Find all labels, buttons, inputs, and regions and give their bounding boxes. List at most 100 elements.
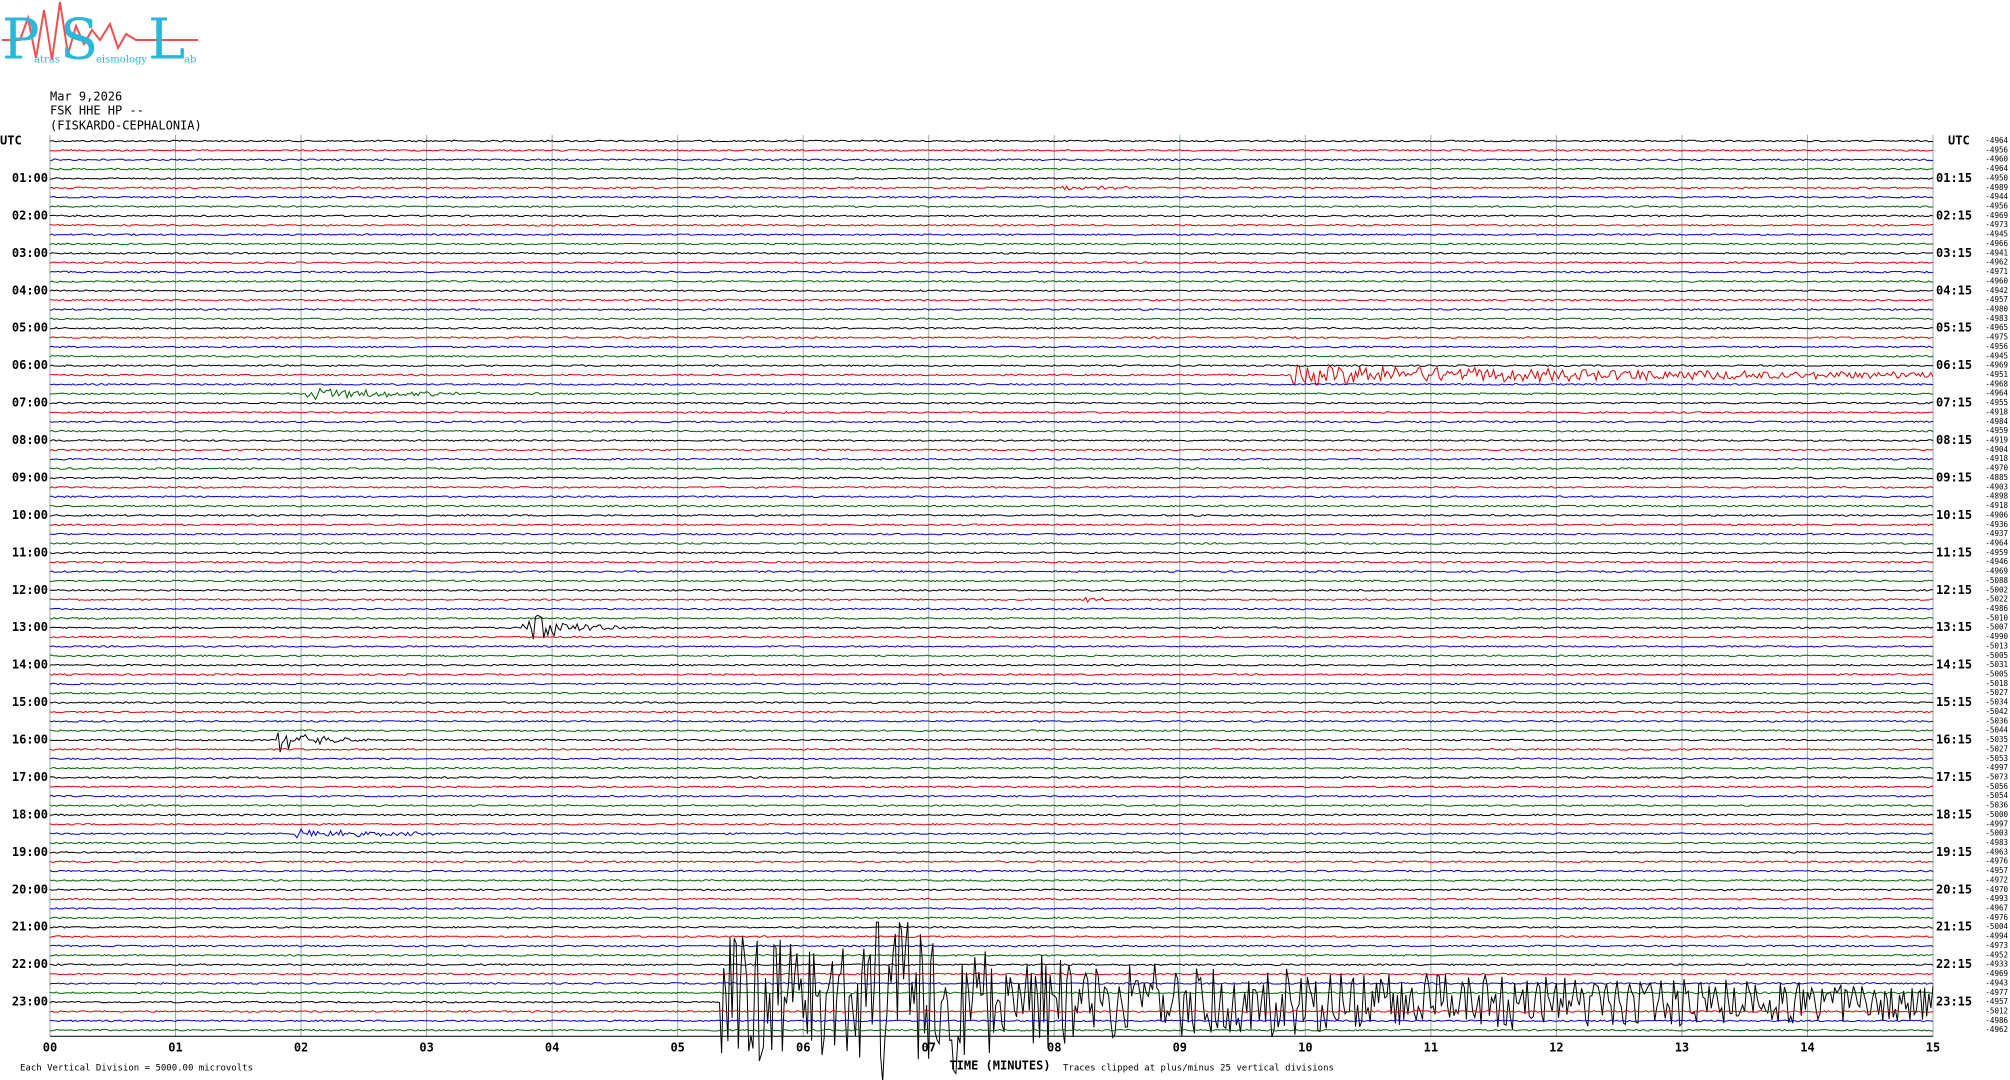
trace — [49, 326, 1933, 330]
trace — [49, 1028, 1934, 1032]
trace-offset-label: -5005 — [1985, 651, 2008, 660]
trace — [49, 991, 1934, 995]
traces — [49, 139, 1934, 1080]
trace-offset-label: -4975 — [1985, 333, 2008, 342]
right-hour-label: 19:15 — [1936, 845, 1972, 859]
trace-offset-label: -4977 — [1985, 988, 2008, 997]
trace-offset-label: -4956 — [1985, 342, 2008, 351]
trace-offset-label: -5054 — [1985, 791, 2008, 800]
trace-offset-label: -4986 — [1985, 1016, 2008, 1025]
left-hour-label: 05:00 — [12, 321, 48, 335]
trace — [49, 485, 1934, 489]
left-hour-label: 12:00 — [12, 583, 48, 597]
trace — [49, 429, 1934, 433]
trace-offset-label: -4946 — [1985, 557, 2008, 566]
trace — [49, 596, 1934, 604]
trace — [49, 410, 1934, 414]
trace-offset-label: -4918 — [1985, 454, 2008, 463]
trace-offset-label: -5056 — [1985, 782, 2008, 791]
trace — [49, 935, 1934, 939]
trace-offset-label: -5018 — [1985, 679, 2008, 688]
minute-label: 06 — [796, 1041, 810, 1055]
trace — [49, 279, 1933, 283]
right-hour-label: 15:15 — [1936, 695, 1972, 709]
left-hour-label: 14:00 — [12, 658, 48, 672]
left-hour-label: 13:00 — [12, 620, 48, 634]
trace — [49, 701, 1934, 704]
trace — [49, 167, 1934, 171]
right-hour-label: 17:15 — [1936, 770, 1972, 784]
trace — [49, 223, 1934, 227]
trace — [50, 298, 1934, 302]
trace — [49, 504, 1934, 508]
trace-offset-label: -4959 — [1985, 548, 2008, 557]
trace — [49, 270, 1933, 274]
trace — [49, 869, 1934, 873]
trace-offset-label: -4942 — [1985, 286, 2008, 295]
trace — [49, 614, 1934, 640]
trace — [49, 879, 1934, 882]
minute-label: 14 — [1800, 1041, 1814, 1055]
trace-offset-label: -4957 — [1985, 866, 2008, 875]
trace-offset-label: -4919 — [1985, 436, 2008, 445]
left-hour-label: 18:00 — [12, 807, 48, 821]
trace-offset-label: -4973 — [1985, 941, 2008, 950]
left-hour-label: 08:00 — [12, 433, 48, 447]
trace-offset-label: -5027 — [1985, 688, 2008, 697]
trace-offset-label: -5000 — [1985, 810, 2008, 819]
trace — [49, 644, 1934, 648]
trace-offset-label: -4944 — [1985, 192, 2008, 201]
trace — [49, 794, 1934, 798]
trace — [49, 158, 1934, 162]
station: FSK HHE HP -- — [50, 104, 144, 118]
right-hour-label: 01:15 — [1936, 171, 1972, 185]
trace-offset-label: -5013 — [1985, 641, 2008, 650]
trace — [49, 289, 1934, 293]
clip-note: Traces clipped at plus/minus 25 vertical… — [1063, 1064, 1334, 1074]
trace — [49, 354, 1934, 358]
trace-offset-label: -4976 — [1985, 857, 2008, 866]
trace-offset-label: -4903 — [1985, 482, 2008, 491]
trace-offset-label: -4962 — [1985, 258, 2008, 267]
trace-offset-label: -5031 — [1985, 660, 2008, 669]
trace-offset-label: -4937 — [1985, 529, 2008, 538]
logo: P S L atras eismology ab — [2, 1, 198, 73]
trace — [49, 570, 1934, 574]
trace — [49, 205, 1933, 208]
trace-offset-label: -4972 — [1985, 875, 2008, 884]
right-hour-label: 08:15 — [1936, 433, 1972, 447]
minute-label: 03 — [419, 1041, 433, 1055]
trace — [49, 364, 1934, 368]
minute-label: 01 — [168, 1041, 182, 1055]
trace — [49, 467, 1934, 471]
trace-offset-label: -4945 — [1985, 230, 2008, 239]
trace-offset-label: -4962 — [1985, 1025, 2008, 1034]
trace — [49, 233, 1934, 237]
trace-offset-label: -4945 — [1985, 351, 2008, 360]
minute-label: 09 — [1173, 1041, 1187, 1055]
logo-letter: S — [60, 8, 98, 73]
trace — [49, 139, 1934, 143]
minute-label: 08 — [1047, 1041, 1061, 1055]
logo-letter: P — [2, 8, 40, 73]
trace — [49, 336, 1934, 340]
trace-offset-label: -5002 — [1985, 585, 2008, 594]
trace-offset-label: -4964 — [1985, 164, 2008, 173]
trace-offset-label: -4980 — [1985, 304, 2008, 313]
trace — [49, 953, 1934, 957]
left-hour-label: 23:00 — [12, 995, 48, 1009]
trace — [49, 364, 1934, 386]
trace-offset-label: -4965 — [1985, 323, 2008, 332]
minute-label: 02 — [294, 1041, 308, 1055]
right-hour-label: 12:15 — [1936, 583, 1972, 597]
minute-label: 11 — [1424, 1041, 1438, 1055]
trace — [50, 214, 1934, 218]
trace-offset-label: -5035 — [1985, 735, 2008, 744]
trace-offset-label: -4918 — [1985, 501, 2008, 510]
left-hour-label: 21:00 — [12, 920, 48, 934]
right-hour-label: 03:15 — [1936, 246, 1972, 260]
trace-offset-label: -4904 — [1985, 445, 2008, 454]
left-hour-label: 01:00 — [12, 171, 48, 185]
trace-offset-label: -4964 — [1985, 389, 2008, 398]
trace-offset-label: -4993 — [1985, 894, 2008, 903]
